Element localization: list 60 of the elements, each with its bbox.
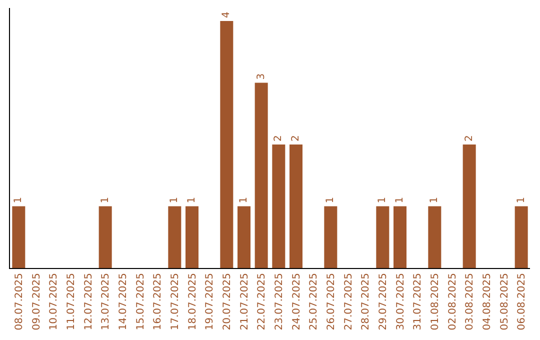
x-tick-label: 26.07.2025 (326, 273, 337, 330)
bar (290, 144, 302, 268)
x-tick-label: 29.07.2025 (378, 273, 389, 330)
bar (98, 206, 112, 268)
bar (168, 206, 182, 268)
bar (186, 206, 198, 268)
x-tick-label: 10.07.2025 (48, 273, 60, 330)
data-label: 1 (13, 196, 24, 204)
data-label: 2 (273, 135, 284, 142)
x-tick-label: 27.07.2025 (343, 273, 354, 330)
x-tick-label: 08.07.2025 (14, 273, 25, 330)
data-label: 1 (429, 196, 440, 204)
x-tick-label: 15.07.2025 (135, 273, 146, 330)
data-label: 1 (100, 196, 111, 204)
x-tick-label: 11.07.2025 (66, 273, 77, 330)
x-tick-label: 06.08.2025 (516, 273, 528, 330)
data-label: 2 (290, 135, 302, 142)
x-tick-label: 28.07.2025 (360, 273, 372, 330)
bar (12, 206, 26, 268)
data-label: 2 (464, 135, 475, 142)
x-tick-label: 18.07.2025 (187, 273, 198, 330)
x-tick-label: 23.07.2025 (274, 273, 285, 330)
bar (272, 144, 286, 268)
x-tick-label: 03.08.2025 (464, 273, 476, 330)
x-tick-label: 09.07.2025 (31, 273, 42, 330)
data-label: 1 (169, 196, 180, 204)
x-tick-label: 17.07.2025 (170, 273, 181, 330)
bar (324, 206, 338, 268)
data-label: 1 (238, 196, 250, 204)
data-label: 1 (186, 196, 198, 204)
bar (428, 206, 442, 268)
x-tick-label: 24.07.2025 (291, 273, 302, 330)
x-tick-label: 25.07.2025 (308, 273, 320, 330)
bar (220, 21, 234, 268)
x-tick-label: 22.07.2025 (256, 273, 268, 330)
x-tick-label: 01.08.2025 (430, 273, 441, 330)
x-tick-label: 21.07.2025 (239, 273, 250, 330)
x-tick-label: 04.08.2025 (482, 273, 493, 330)
data-label: 3 (256, 73, 267, 80)
x-tick-label: 20.07.2025 (222, 273, 233, 330)
data-label: 1 (325, 196, 336, 204)
data-label: 1 (516, 196, 527, 204)
data-label: 4 (221, 12, 232, 18)
bar (376, 206, 390, 268)
bar (462, 144, 476, 268)
bar (238, 206, 250, 268)
bar (254, 82, 268, 268)
bar (394, 206, 406, 268)
x-tick-label: 19.07.2025 (204, 273, 216, 330)
x-tick-label: 02.08.2025 (447, 273, 458, 330)
x-tick-label: 12.07.2025 (83, 273, 94, 330)
bar (514, 206, 528, 268)
data-label: 1 (394, 196, 406, 204)
data-label: 1 (377, 196, 388, 204)
x-tick-label: 05.08.2025 (499, 273, 510, 330)
x-tick-label: 14.07.2025 (118, 273, 129, 330)
x-tick-label: 31.07.2025 (412, 273, 424, 330)
x-tick-label: 16.07.2025 (152, 273, 164, 330)
x-tick-label: 30.07.2025 (395, 273, 406, 330)
x-tick-label: 13.07.2025 (100, 273, 112, 330)
